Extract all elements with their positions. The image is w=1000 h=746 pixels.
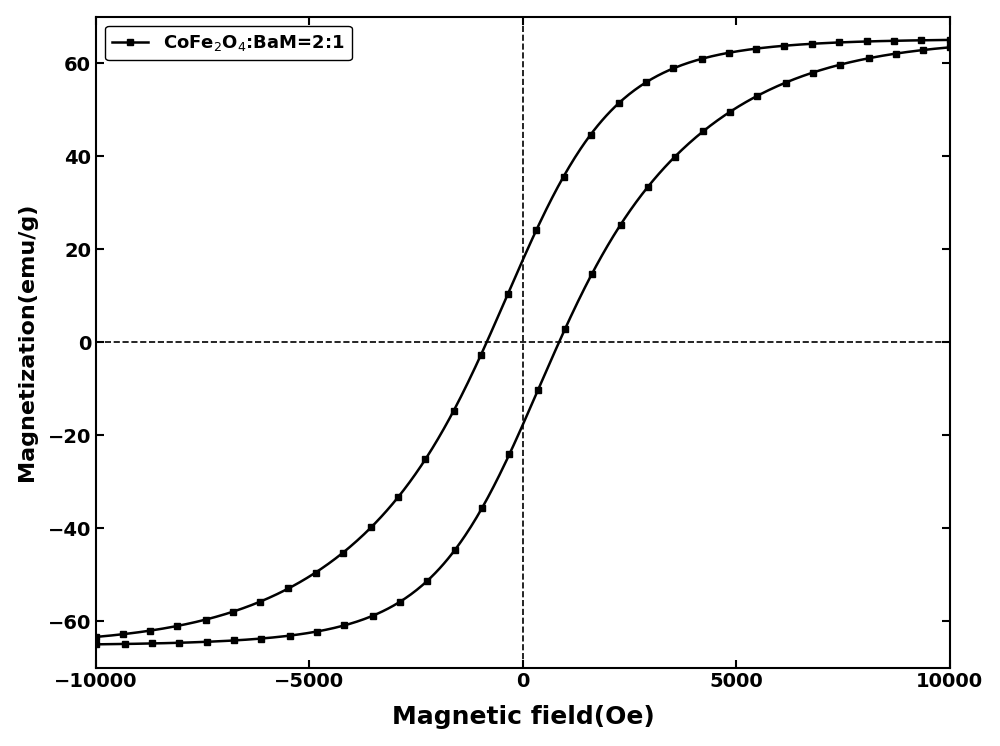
Legend: CoFe$_2$O$_4$:BaM=2:1: CoFe$_2$O$_4$:BaM=2:1 bbox=[105, 25, 352, 60]
X-axis label: Magnetic field(Oe): Magnetic field(Oe) bbox=[392, 705, 654, 730]
Y-axis label: Magnetization(emu/g): Magnetization(emu/g) bbox=[17, 203, 37, 481]
